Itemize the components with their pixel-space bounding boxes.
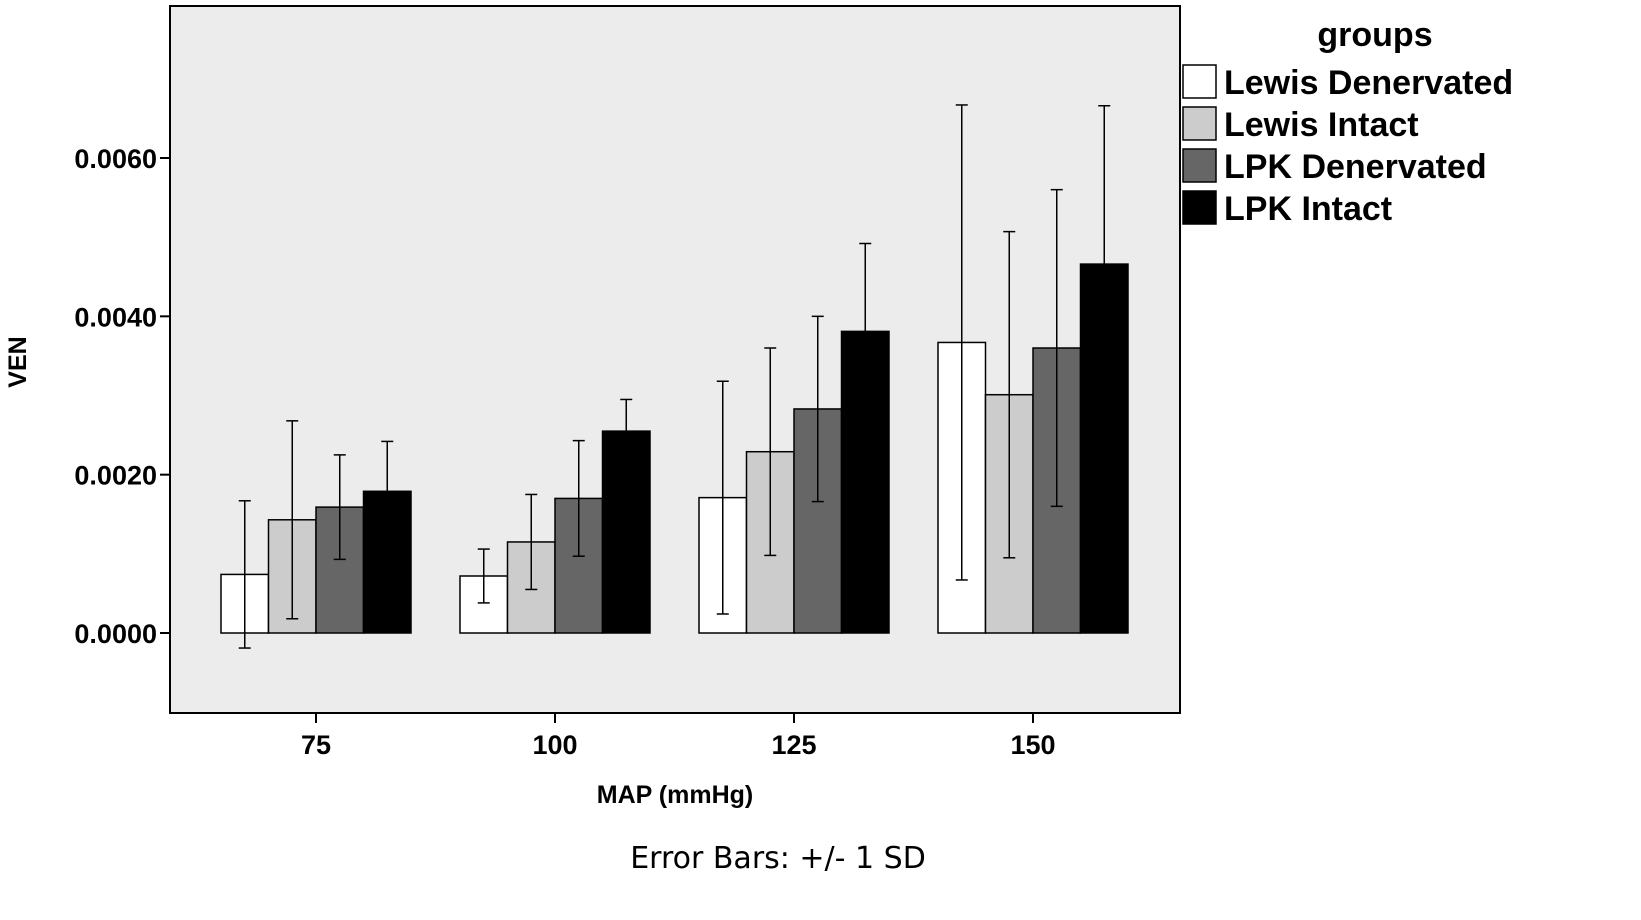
error-bar	[525, 493, 538, 591]
error-bar	[716, 380, 729, 615]
x-tick-label: 125	[771, 730, 816, 760]
error-bar	[1050, 188, 1063, 508]
y-axis-title: VEN	[4, 336, 32, 387]
y-axis: 0.0000 0.0020 0.0040 0.0060	[74, 144, 170, 649]
error-bar	[1098, 105, 1111, 424]
legend-label: LPK Intact	[1224, 190, 1392, 228]
error-bar	[811, 315, 824, 503]
legend-swatch	[1182, 106, 1217, 141]
y-tick-label: 0.0040	[74, 302, 157, 332]
legend: groups Lewis Denervated Lewis Intact LPK D…	[1182, 16, 1513, 228]
x-axis-title: MAP (mmHg)	[597, 781, 753, 809]
error-bar	[1003, 230, 1016, 559]
y-tick-label: 0.0000	[74, 619, 157, 649]
error-bar-group	[238, 104, 1111, 649]
legend-label: Lewis Intact	[1224, 106, 1419, 144]
error-bar	[381, 440, 394, 542]
legend-swatch	[1182, 148, 1217, 183]
legend-swatch	[1182, 64, 1217, 99]
error-bar	[333, 454, 346, 561]
error-bar	[620, 398, 633, 464]
error-bar	[572, 439, 585, 557]
legend-label: Lewis Denervated	[1224, 64, 1513, 102]
x-tick-label: 75	[301, 730, 331, 760]
y-tick-label: 0.0020	[74, 461, 157, 491]
error-bar	[859, 242, 872, 420]
error-bar	[286, 420, 299, 620]
legend-swatch	[1182, 190, 1217, 225]
error-bar	[477, 548, 490, 604]
error-bar	[238, 500, 251, 649]
error-bar	[955, 104, 968, 581]
error-bar-footnote: Error Bars: +/- 1 SD	[630, 841, 926, 876]
legend-label: LPK Denervated	[1224, 148, 1487, 186]
y-tick-label: 0.0060	[74, 144, 157, 174]
x-tick-label: 150	[1010, 730, 1055, 760]
x-axis: 75 100 125 150	[301, 713, 1056, 760]
error-bar	[764, 347, 777, 557]
legend-title: groups	[1317, 16, 1432, 54]
x-tick-label: 100	[532, 730, 577, 760]
